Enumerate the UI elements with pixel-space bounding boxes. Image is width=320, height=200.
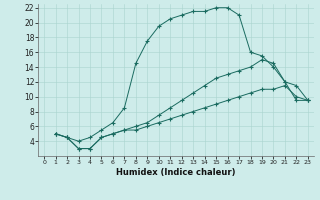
X-axis label: Humidex (Indice chaleur): Humidex (Indice chaleur) bbox=[116, 168, 236, 177]
